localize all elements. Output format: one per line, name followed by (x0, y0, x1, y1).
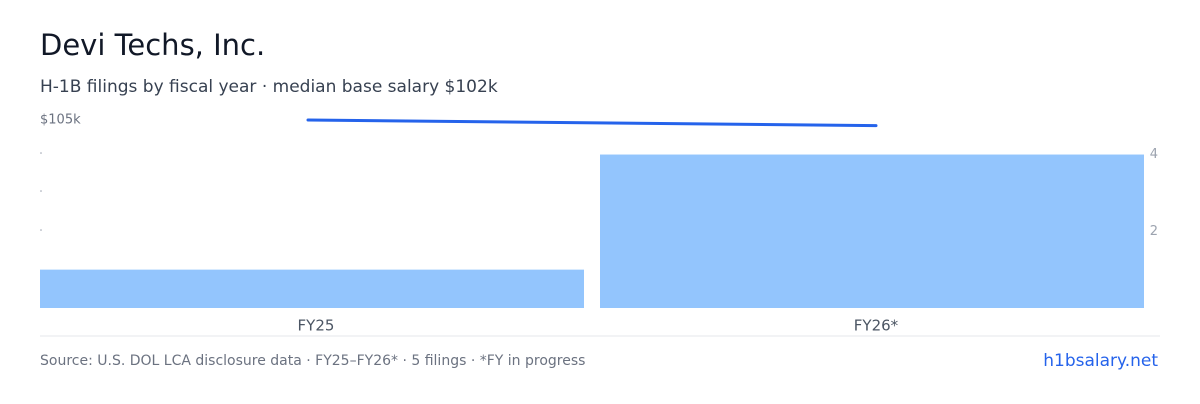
tick-dot (40, 190, 42, 192)
chart-title: Devi Techs, Inc. (40, 28, 265, 62)
bar (40, 269, 584, 308)
source-note: Source: U.S. DOL LCA disclosure data · F… (40, 353, 585, 369)
site-link[interactable]: h1bsalary.net (1043, 351, 1158, 371)
bar (600, 154, 1144, 308)
salary-line (306, 118, 878, 128)
tick-dot (40, 229, 42, 231)
x-tick-label: FY25 (298, 317, 335, 335)
chart-subtitle: H-1B filings by fiscal year · median bas… (40, 77, 498, 97)
y-tick-label: $105k (40, 113, 81, 128)
x-tick-label: FY26* (854, 317, 899, 335)
y2-tick-label: 4 (1150, 147, 1158, 162)
y2-tick-label: 2 (1150, 224, 1158, 239)
tick-dot (40, 152, 42, 154)
